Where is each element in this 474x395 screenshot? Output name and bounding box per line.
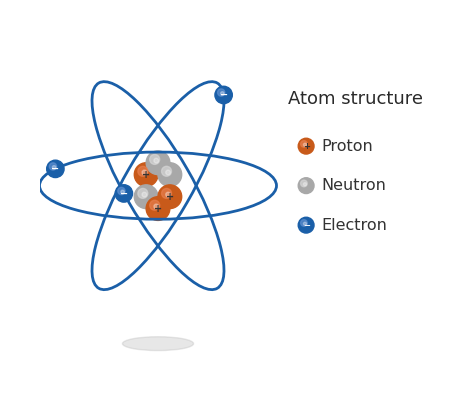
Circle shape xyxy=(298,217,314,233)
Circle shape xyxy=(134,185,158,209)
Ellipse shape xyxy=(122,337,193,351)
Circle shape xyxy=(298,178,314,194)
Circle shape xyxy=(52,166,56,169)
Circle shape xyxy=(49,163,56,170)
Circle shape xyxy=(158,185,182,209)
Circle shape xyxy=(158,163,182,186)
Circle shape xyxy=(134,163,158,186)
Text: −: − xyxy=(120,188,128,198)
Circle shape xyxy=(301,141,307,147)
Circle shape xyxy=(146,197,170,220)
Circle shape xyxy=(146,151,170,175)
Text: Neutron: Neutron xyxy=(321,178,386,193)
Circle shape xyxy=(142,192,147,197)
Circle shape xyxy=(301,220,307,226)
Circle shape xyxy=(121,190,124,194)
Text: +: + xyxy=(166,192,174,202)
Text: +: + xyxy=(302,142,310,150)
Circle shape xyxy=(166,192,171,197)
Circle shape xyxy=(162,188,172,198)
Circle shape xyxy=(154,204,159,209)
Circle shape xyxy=(150,200,160,210)
Circle shape xyxy=(162,166,172,176)
Circle shape xyxy=(303,143,307,146)
Circle shape xyxy=(138,166,148,176)
Text: +: + xyxy=(154,203,162,214)
Circle shape xyxy=(220,92,224,95)
Circle shape xyxy=(138,188,148,198)
Circle shape xyxy=(115,185,133,202)
Circle shape xyxy=(215,86,232,103)
Circle shape xyxy=(303,222,307,225)
Text: Proton: Proton xyxy=(321,139,373,154)
Circle shape xyxy=(301,180,307,187)
Text: −: − xyxy=(219,90,228,100)
Text: −: − xyxy=(302,221,310,229)
Circle shape xyxy=(154,158,159,163)
Circle shape xyxy=(46,160,64,178)
Circle shape xyxy=(118,187,125,195)
Circle shape xyxy=(142,170,147,175)
Text: +: + xyxy=(142,169,150,180)
Text: Electron: Electron xyxy=(321,218,387,233)
Text: −: − xyxy=(51,164,59,174)
Circle shape xyxy=(218,89,225,96)
Circle shape xyxy=(150,154,160,164)
Circle shape xyxy=(298,138,314,154)
Circle shape xyxy=(166,170,171,175)
Text: Atom structure: Atom structure xyxy=(288,90,423,108)
Circle shape xyxy=(303,182,307,186)
